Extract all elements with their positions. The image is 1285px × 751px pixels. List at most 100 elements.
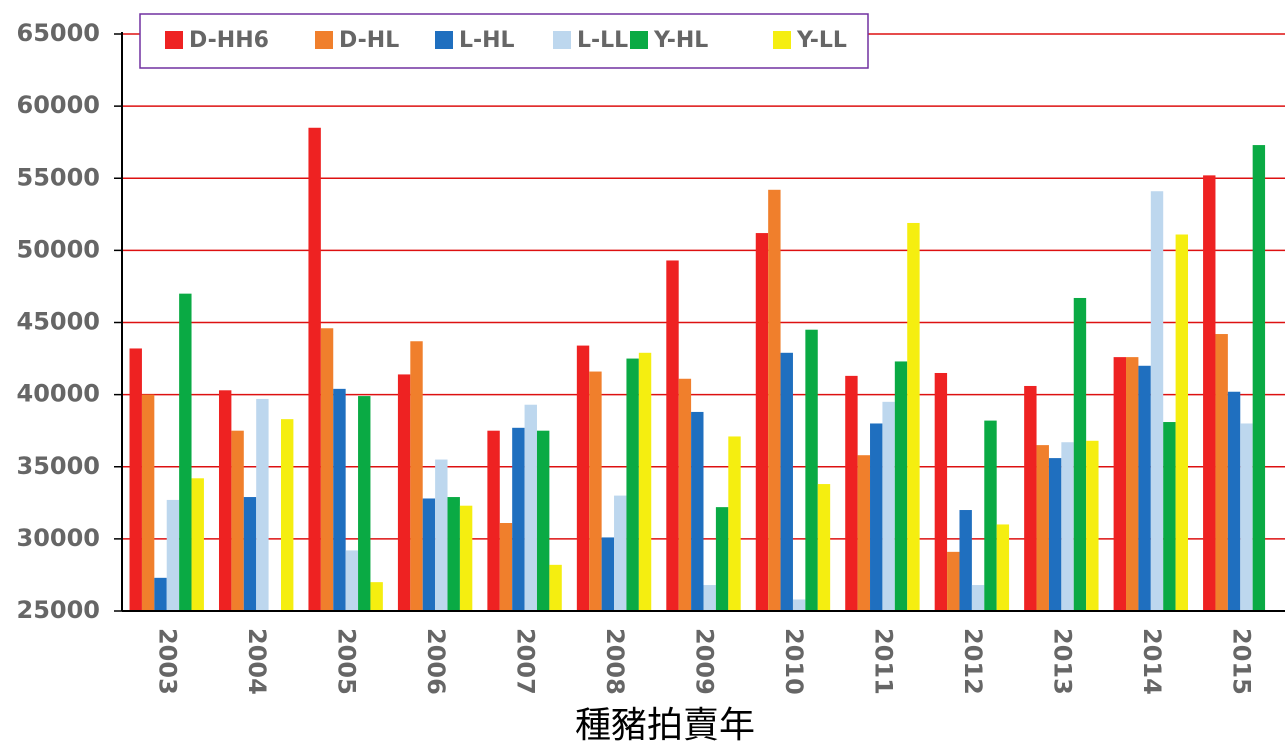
bar: [792, 599, 806, 611]
bar: [549, 564, 562, 611]
legend-swatch: [435, 31, 453, 49]
bar: [218, 390, 232, 611]
bar: [984, 420, 997, 611]
x-tick-label: 2005: [333, 628, 361, 695]
y-tick-label: 50000: [17, 235, 101, 263]
bar: [691, 411, 704, 611]
bar: [459, 505, 473, 611]
x-tick-label: 2009: [691, 628, 719, 695]
bar: [947, 551, 960, 611]
bar: [256, 398, 269, 611]
bar: [971, 585, 985, 611]
bar: [1048, 458, 1062, 611]
bar: [512, 427, 525, 611]
x-tick-label: 2003: [154, 628, 182, 695]
bar: [1150, 191, 1164, 612]
legend-swatch: [630, 31, 648, 49]
bar: [638, 352, 652, 611]
bar: [435, 459, 448, 611]
bar: [1175, 234, 1189, 611]
x-axis-label: 種豬拍賣年: [575, 705, 755, 746]
bar: [780, 352, 793, 611]
legend-label: D-HH6: [189, 28, 269, 53]
bar: [857, 455, 871, 611]
bar: [397, 374, 411, 611]
bar: [870, 423, 883, 611]
bar: [320, 328, 334, 611]
x-tick-label: 2011: [869, 628, 897, 695]
bar: [358, 396, 371, 611]
bar: [601, 537, 615, 611]
bar: [1073, 297, 1087, 611]
legend-swatch: [553, 31, 571, 49]
bar: [370, 582, 383, 611]
bar: [308, 127, 321, 611]
y-tick-label: 30000: [17, 524, 101, 552]
bar: [166, 499, 180, 611]
bar: [141, 394, 155, 611]
legend-swatch: [773, 31, 791, 49]
legend-swatch: [315, 31, 333, 49]
bar: [191, 478, 204, 611]
legend-label: L-LL: [577, 28, 628, 53]
bar: [934, 372, 948, 611]
bar: [959, 510, 972, 611]
bar: [703, 585, 716, 611]
bar: [715, 507, 729, 611]
y-tick-label: 55000: [17, 163, 101, 191]
bar: [280, 419, 294, 611]
x-tick-label: 2012: [959, 628, 987, 695]
bar: [894, 361, 908, 611]
x-tick-label: 2013: [1048, 628, 1076, 695]
bar: [678, 378, 692, 611]
bar: [422, 498, 436, 611]
x-tick-label: 2004: [243, 628, 271, 695]
x-tick-label: 2010: [780, 628, 808, 695]
bar: [499, 523, 513, 611]
bar: [487, 430, 500, 611]
bar: [1138, 365, 1151, 611]
bar: [626, 358, 639, 611]
x-tick-label: 2007: [512, 628, 540, 695]
bar: [1024, 385, 1037, 611]
legend-label: Y-LL: [796, 28, 847, 53]
y-tick-label: 45000: [17, 308, 101, 336]
bar: [1113, 357, 1127, 611]
bar: [345, 550, 359, 611]
bar: [536, 430, 550, 611]
bar: [524, 404, 537, 611]
y-tick-label: 60000: [17, 91, 101, 119]
legend-swatch: [165, 31, 183, 49]
bar: [1036, 445, 1049, 611]
legend-label: D-HL: [339, 28, 399, 53]
legend-label: L-HL: [459, 28, 515, 53]
bar: [1215, 334, 1228, 611]
bar: [996, 524, 1010, 611]
x-tick-label: 2008: [601, 628, 629, 695]
bar: [1126, 357, 1139, 611]
bar: [154, 577, 167, 611]
bar: [231, 430, 244, 611]
legend-box: [139, 13, 869, 69]
bar: [1086, 440, 1099, 611]
bar: [410, 341, 423, 611]
x-tick-label: 2015: [1227, 628, 1255, 695]
bar: [1203, 175, 1216, 612]
bar: [1252, 145, 1266, 611]
bar: [755, 233, 769, 611]
bar: [1227, 391, 1241, 611]
legend-label: Y-HL: [653, 28, 708, 53]
bar: [817, 484, 831, 611]
bar: [1163, 422, 1176, 611]
y-tick-label: 25000: [17, 596, 101, 624]
bar: [1240, 423, 1253, 611]
bar: [589, 371, 602, 611]
bar: [614, 495, 627, 611]
bar: [845, 375, 858, 611]
bar: [805, 329, 818, 611]
bar: [768, 189, 781, 612]
x-tick-label: 2006: [422, 628, 450, 695]
bar: [1061, 442, 1074, 611]
bar: [243, 497, 257, 611]
